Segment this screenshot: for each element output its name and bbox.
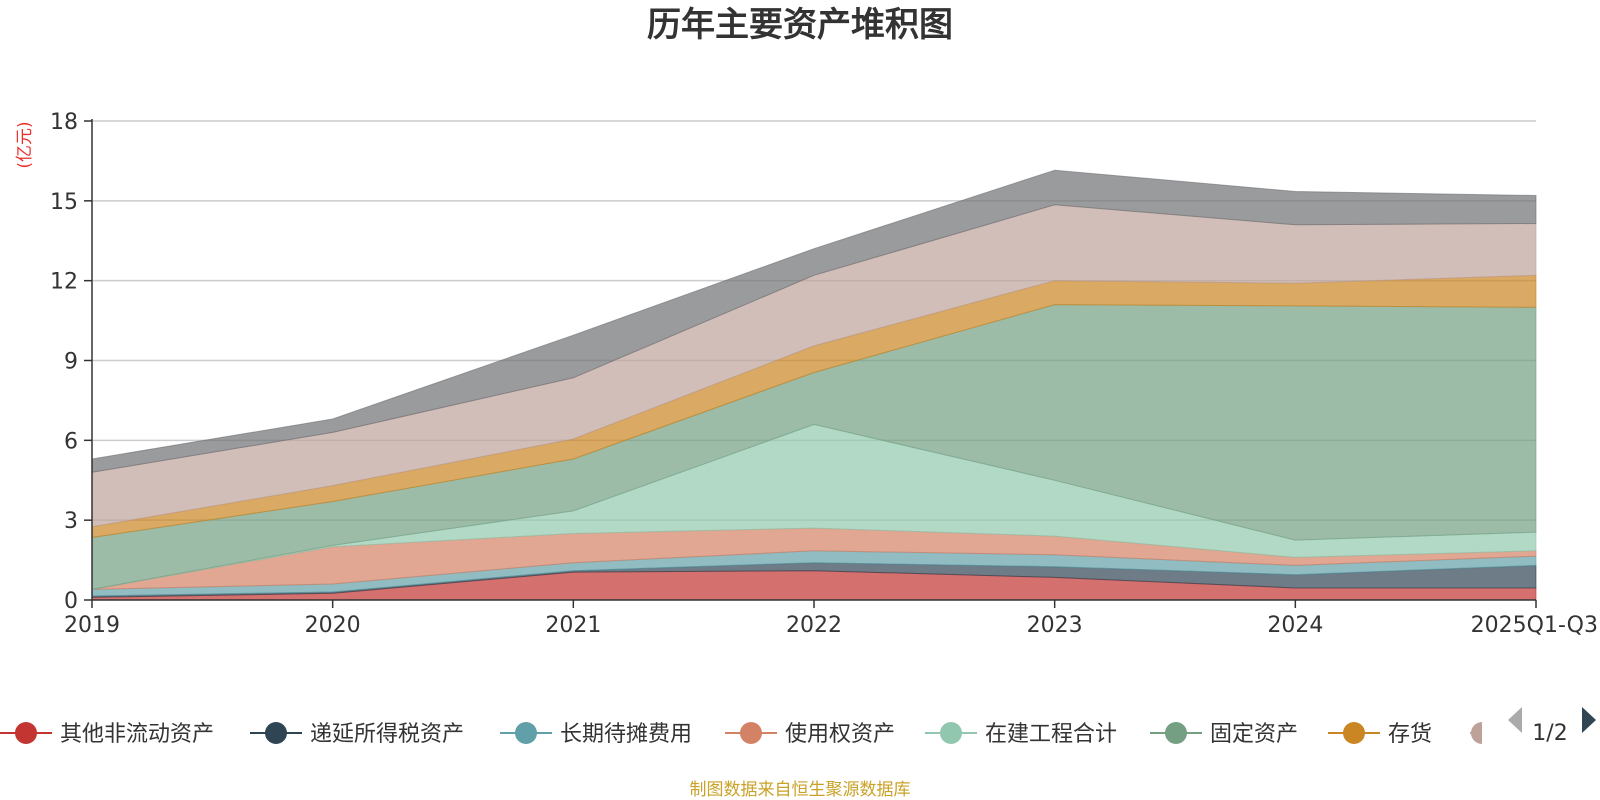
legend-item[interactable]: 在建工程合计: [925, 722, 1117, 747]
legend-marker: [1165, 722, 1187, 744]
legend-marker: [515, 722, 537, 744]
y-axis-unit-label: (亿元): [15, 121, 35, 168]
legend-label: 使用权资产: [785, 722, 895, 747]
legend-marker: [740, 722, 762, 744]
legend-label: 存货: [1388, 722, 1432, 747]
y-tick-label: 6: [64, 429, 78, 454]
x-axis-ticks: 2019 2020 2021 2022 2023 2024 2025Q1-Q3: [64, 600, 1598, 638]
legend-item[interactable]: 其他非流动资产: [0, 722, 214, 747]
x-tick-label: 2022: [786, 613, 842, 638]
legend-item[interactable]: 使用权资产: [725, 722, 895, 747]
y-axis-ticks: 0 3 6 9 12 15 18: [50, 110, 92, 614]
x-tick-label: 2020: [305, 613, 361, 638]
legend-label: 固定资产: [1210, 722, 1298, 747]
legend-marker: [265, 722, 287, 744]
legend-marker: [940, 722, 962, 744]
y-tick-label: 0: [64, 589, 78, 614]
area-series-9[interactable]: [91, 169, 1537, 473]
y-tick-label: 12: [50, 270, 78, 295]
legend-marker: [15, 722, 37, 744]
legend: 其他非流动资产 递延所得税资产 长期待摊费用 使用权资产 在建工程合计 固定资产 存货: [0, 722, 1482, 747]
legend-label: 递延所得税资产: [310, 722, 464, 747]
x-tick-label: 2025Q1-Q3: [1471, 613, 1598, 638]
legend-next-page-icon[interactable]: [1582, 707, 1596, 733]
legend-prev-page-icon[interactable]: [1508, 707, 1522, 733]
legend-item[interactable]: 长期待摊费用: [500, 722, 692, 747]
x-tick-label: 2023: [1027, 613, 1083, 638]
legend-item[interactable]: 固定资产: [1150, 722, 1298, 747]
legend-label: 在建工程合计: [985, 722, 1117, 747]
y-tick-label: 18: [50, 110, 78, 135]
x-tick-label: 2019: [64, 613, 120, 638]
legend-item-truncated[interactable]: [1470, 722, 1482, 744]
legend-marker: [1343, 722, 1365, 744]
x-tick-label: 2024: [1267, 613, 1323, 638]
y-tick-label: 3: [64, 509, 78, 534]
area-series: [91, 169, 1537, 601]
legend-page-indicator: 1/2: [1532, 721, 1567, 746]
legend-item[interactable]: 存货: [1328, 722, 1432, 747]
legend-pager: 1/2: [1508, 707, 1596, 746]
y-tick-label: 15: [50, 190, 78, 215]
y-tick-label: 9: [64, 350, 78, 375]
data-source-footer: 制图数据来自恒生聚源数据库: [690, 780, 911, 800]
chart-title: 历年主要资产堆积图: [647, 5, 953, 45]
x-tick-label: 2021: [545, 613, 601, 638]
legend-item[interactable]: 递延所得税资产: [250, 722, 464, 747]
legend-marker: [1471, 722, 1482, 744]
legend-label: 其他非流动资产: [60, 722, 214, 747]
legend-label: 长期待摊费用: [560, 722, 692, 747]
